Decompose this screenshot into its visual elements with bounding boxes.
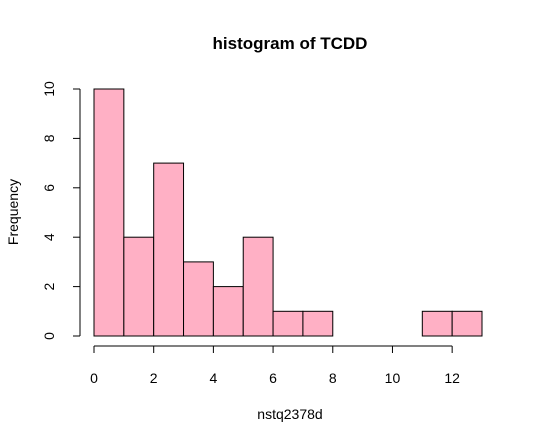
histogram-bar-11 (421, 310, 453, 337)
x-tick-label: 4 (209, 370, 217, 386)
histogram-bar-12 (451, 310, 483, 337)
x-tick-label: 6 (269, 370, 277, 386)
histogram-bar-4 (212, 286, 244, 337)
y-axis: 0 2 4 6 8 10 (41, 81, 81, 340)
histogram-bar-6 (272, 310, 304, 337)
y-tick-label: 2 (41, 282, 57, 290)
chart-title: histogram of TCDD (213, 34, 368, 53)
histogram-bar-0 (93, 88, 125, 337)
x-axis: 0 2 4 6 8 10 12 (90, 345, 460, 386)
histogram-bar-1 (123, 236, 155, 337)
x-tick-label: 2 (150, 370, 158, 386)
x-tick-label: 8 (329, 370, 337, 386)
x-tick-label: 0 (90, 370, 98, 386)
histogram-bar-5 (242, 236, 274, 337)
x-tick-label: 10 (385, 370, 401, 386)
x-tick-label: 12 (444, 370, 460, 386)
histogram-bar-3 (183, 261, 214, 337)
histogram-bar-2 (153, 162, 185, 337)
y-axis-label: Frequency (5, 179, 21, 245)
bars-group (93, 88, 483, 337)
y-tick-label: 0 (41, 332, 57, 340)
histogram-bar-7 (302, 310, 334, 337)
y-tick-label: 4 (41, 233, 57, 241)
y-tick-label: 8 (41, 134, 57, 142)
y-tick-label: 10 (41, 81, 57, 97)
y-tick-label: 6 (41, 184, 57, 192)
x-axis-label: nstq2378d (257, 406, 322, 422)
